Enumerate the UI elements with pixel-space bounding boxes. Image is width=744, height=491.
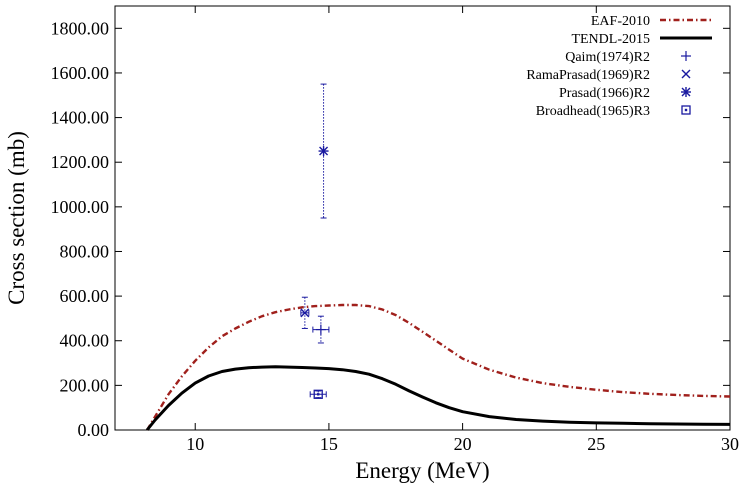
y-tick-label: 1200.00 (51, 152, 110, 172)
legend-item-0: EAF-2010 (591, 14, 712, 29)
legend-label: EAF-2010 (591, 14, 650, 29)
x-tick-label: 10 (186, 434, 204, 454)
y-axis-title: Cross section (mb) (4, 131, 29, 305)
legend-item-5: Broadhead(1965)R3 (536, 104, 691, 119)
marker-stroke (681, 105, 691, 115)
marker-stroke (300, 308, 310, 318)
legend-label: TENDL-2015 (571, 32, 650, 47)
series-line-0 (146, 303, 731, 431)
x-tick-label: 30 (721, 434, 739, 454)
marker-cross (681, 69, 691, 79)
marker-cross (300, 308, 310, 318)
y-tick-label: 1000.00 (51, 197, 110, 217)
legend-item-3: RamaPrasad(1969)R2 (526, 68, 691, 83)
marker-stroke (317, 393, 320, 396)
y-tick-label: 1400.00 (51, 108, 110, 128)
legend-label: Qaim(1974)R2 (565, 50, 650, 65)
legend: EAF-2010 TENDL-2015 Qaim(1974)R2 RamaPrasad… (526, 14, 712, 119)
y-tick-label: 800.00 (60, 241, 110, 261)
y-tick-label: 0.00 (78, 420, 110, 440)
y-tick-label: 600.00 (60, 286, 110, 306)
legend-item-4: Prasad(1966)R2 (559, 86, 691, 101)
legend-label: Prasad(1966)R2 (559, 86, 650, 101)
plot-frame (114, 5, 731, 431)
data-point-4 (318, 83, 329, 219)
marker-star (318, 146, 329, 157)
data-point-2 (312, 315, 330, 344)
x-tick-label: 20 (454, 434, 472, 454)
x-tick-label: 25 (587, 434, 605, 454)
marker-plus (681, 51, 691, 61)
y-tick-label: 1600.00 (51, 63, 110, 83)
marker-boxed-dot (681, 105, 691, 115)
x-tick-label: 15 (320, 434, 338, 454)
marker-stroke (313, 389, 323, 399)
legend-item-1: TENDL-2015 (571, 32, 712, 47)
plot-border (114, 5, 731, 431)
marker-stroke (684, 108, 688, 112)
y-tick-label: 200.00 (60, 375, 110, 395)
series-line-1 (145, 365, 731, 431)
marker-boxed-dot (313, 389, 323, 399)
data-point-5 (309, 389, 327, 399)
data-point-3 (300, 296, 310, 329)
legend-label: RamaPrasad(1969)R2 (526, 68, 650, 83)
legend-label: Broadhead(1965)R3 (536, 104, 650, 119)
x-axis-title: Energy (MeV) (355, 458, 489, 483)
legend-item-2: Qaim(1974)R2 (565, 50, 691, 65)
y-tick-label: 1800.00 (51, 18, 110, 38)
axis-ticks: 10 15 20 25 30 0.00 200.00 400.00 600.00 800.00 10… (51, 6, 739, 454)
y-tick-label: 400.00 (60, 331, 110, 351)
marker-plus (315, 324, 326, 335)
marker-star (681, 87, 691, 97)
chart-series (145, 83, 731, 431)
marker-stroke (681, 69, 691, 79)
